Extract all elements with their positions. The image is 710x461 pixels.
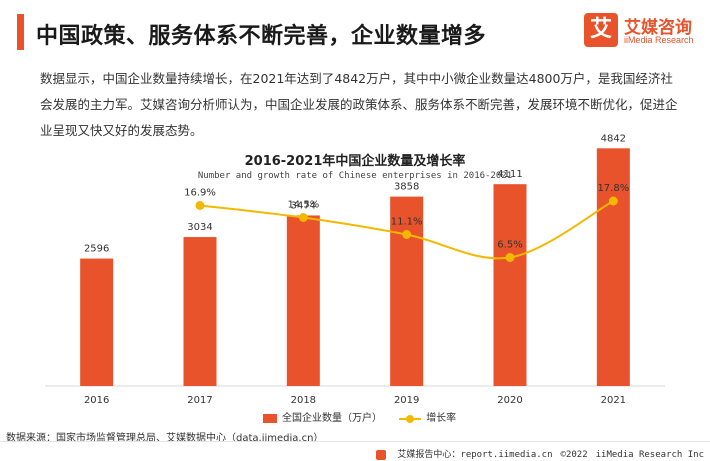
- x-tick-2018: 2018: [291, 395, 316, 406]
- rate-point-2018: [298, 213, 308, 222]
- rate-point-2019: [402, 230, 412, 239]
- bar-2021: [596, 148, 630, 386]
- legend-line-swatch: [399, 414, 422, 423]
- bar-label-2021: 4842: [601, 133, 626, 144]
- report-center-icon: [376, 449, 387, 460]
- bar-label-2016: 2596: [84, 244, 109, 255]
- footer-copyright: ©2022: [560, 450, 588, 460]
- x-tick-2019: 2019: [394, 395, 419, 406]
- bar-2018: [286, 215, 320, 386]
- x-tick-2021: 2021: [601, 395, 626, 406]
- title-accent-bar: [17, 14, 24, 50]
- legend-item-line: 增长率: [399, 409, 456, 424]
- chart-subtitle: Number and growth rate of Chinese enterp…: [197, 171, 513, 181]
- rate-label-2021: 17.8%: [597, 183, 629, 194]
- x-tick-2020: 2020: [497, 395, 522, 406]
- rate-point-2021: [608, 196, 618, 206]
- footer: 艾媒报告中心：report.iimedia.cn ©2022 iiMedia Res…: [376, 447, 704, 460]
- bar-2016: [80, 258, 114, 386]
- legend-bar-swatch: [263, 413, 277, 423]
- x-tick-2016: 2016: [84, 395, 109, 406]
- logo-name-cn: 艾媒咨询: [624, 18, 692, 38]
- rate-point-2017: [195, 201, 205, 210]
- legend-item-bar: 全国企业数量（万户）: [263, 409, 382, 424]
- bar-2019: [390, 196, 424, 386]
- footer-brand: iiMedia Research Inc: [595, 450, 704, 460]
- bar-2020: [493, 184, 527, 386]
- chart-legend: 全国企业数量（万户） 增长率: [263, 409, 470, 424]
- rate-label-2017: 16.9%: [184, 188, 216, 199]
- page-title: 中国政策、服务体系不断完善，企业数量增多: [36, 24, 487, 49]
- rate-point-2020: [505, 253, 515, 262]
- logo-mark: 艾: [584, 13, 618, 47]
- legend-line-label: 增长率: [426, 413, 457, 424]
- rate-label-2020: 6.5%: [497, 240, 522, 251]
- rate-label-2018: 14.5%: [287, 200, 319, 211]
- bar-label-2020: 4111: [497, 169, 522, 180]
- rate-label-2019: 11.1%: [391, 217, 423, 228]
- x-tick-2017: 2017: [187, 395, 212, 406]
- chart-title: 2016-2021年中国企业数量及增长率: [244, 154, 466, 169]
- bar-label-2019: 3858: [394, 182, 419, 193]
- intro-paragraph: 数据显示，中国企业数量持续增长，在2021年达到了4842万户，其中中小微企业数…: [40, 71, 678, 138]
- footer-report[interactable]: 艾媒报告中心：report.iimedia.cn: [397, 450, 553, 460]
- footer-divider: [0, 441, 710, 442]
- bar-2017: [183, 237, 217, 386]
- brand-logo: 艾 艾媒咨询 iiMedia Research: [584, 13, 699, 53]
- logo-name-en: iiMedia Research: [624, 35, 694, 45]
- bar-label-2017: 3034: [187, 222, 212, 233]
- data-source: 数据来源：国家市场监督管理总局、艾媒数据中心（data.iimedia.cn）: [6, 433, 324, 444]
- legend-bar-label: 全国企业数量（万户）: [282, 413, 382, 424]
- bar-label-2018: 3474: [291, 200, 316, 211]
